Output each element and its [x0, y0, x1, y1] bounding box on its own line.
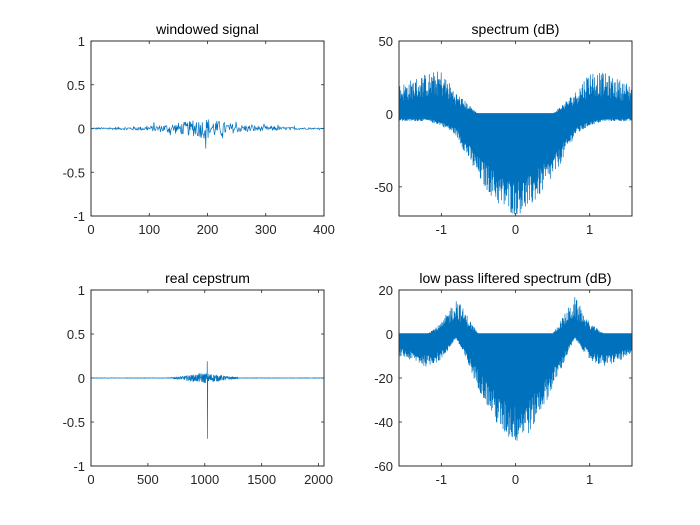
x-tick-label: -1 [436, 472, 448, 487]
y-tick-label: 20 [379, 283, 393, 298]
x-tick-label: 1 [586, 472, 593, 487]
y-tick-label: -40 [374, 415, 393, 430]
plot-border [398, 289, 633, 467]
y-tick-label: 0 [78, 122, 85, 137]
y-tick-label: 1 [78, 34, 85, 49]
y-tick-label: 0 [78, 371, 85, 386]
y-tick-label: -1 [73, 209, 85, 224]
x-tick-label: 0 [512, 222, 519, 237]
series-line [91, 119, 324, 149]
series-line [399, 297, 632, 441]
y-tick-label: -0.5 [63, 165, 85, 180]
x-tick-label: 1500 [247, 472, 276, 487]
y-tick-label: 0.5 [67, 327, 85, 342]
x-tick-label: 200 [197, 222, 219, 237]
x-tick-label: 0 [87, 472, 94, 487]
plot-border [90, 40, 325, 217]
series-line [91, 361, 324, 439]
x-tick-label: 500 [137, 472, 159, 487]
chart-title: windowed signal [155, 21, 259, 37]
chart-title: real cepstrum [165, 270, 250, 286]
y-tick-label: -0.5 [63, 415, 85, 430]
y-tick-label: 0 [386, 107, 393, 122]
plot-border [398, 40, 633, 217]
axes-liftered-spectrum: low pass liftered spectrum (dB) -1 0 1 -60 -4… [374, 270, 633, 487]
y-tick-label: -60 [374, 459, 393, 474]
x-tick-label: 1000 [190, 472, 219, 487]
chart-title: low pass liftered spectrum (dB) [419, 270, 611, 286]
plot-border [90, 289, 325, 467]
y-tick-label: -1 [73, 459, 85, 474]
y-tick-label: 0 [386, 327, 393, 342]
x-tick-label: 400 [313, 222, 335, 237]
y-tick-label: 1 [78, 283, 85, 298]
x-tick-label: 0 [87, 222, 94, 237]
y-tick-label: -50 [374, 180, 393, 195]
x-tick-label: 100 [138, 222, 160, 237]
axes-real-cepstrum: real cepstrum 0 500 1000 1500 2000 -1 -0.5 0 0.5 1 [63, 270, 333, 487]
y-tick-label: -20 [374, 371, 393, 386]
x-tick-label: 0 [512, 472, 519, 487]
x-tick-label: 2000 [304, 472, 333, 487]
y-tick-label: 50 [379, 34, 393, 49]
axes-windowed-signal: windowed signal 0 100 200 300 400 -1 -0.5 0 0.5 1 [63, 21, 335, 237]
x-tick-label: 1 [586, 222, 593, 237]
series-line [399, 71, 632, 214]
y-tick-label: 0.5 [67, 78, 85, 93]
axes-spectrum: spectrum (dB) -1 0 1 -50 0 50 [374, 21, 633, 237]
chart-title: spectrum (dB) [472, 21, 560, 37]
x-tick-label: 300 [255, 222, 277, 237]
x-tick-label: -1 [436, 222, 448, 237]
